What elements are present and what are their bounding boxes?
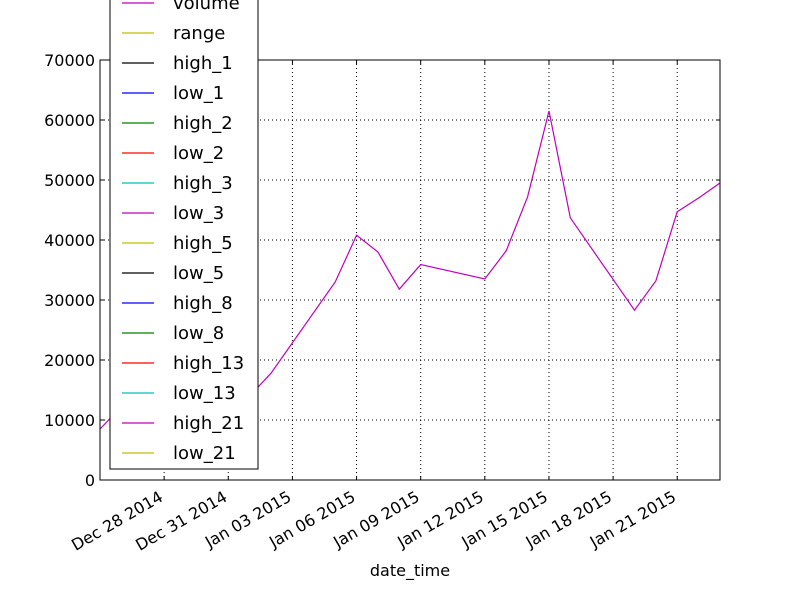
legend-label-high_5: high_5 [173,233,233,254]
y-tick-label: 0 [85,471,95,490]
legend-label-high_2: high_2 [173,113,233,134]
legend-label-high_1: high_1 [173,53,233,74]
legend-label-volume: volume [173,0,240,14]
legend-label-low_21: low_21 [173,443,236,464]
y-tick-label: 30000 [44,291,95,310]
y-tick-label: 70000 [44,51,95,70]
legend-label-low_8: low_8 [173,323,224,344]
legend-label-high_21: high_21 [173,413,244,434]
legend-label-high_3: high_3 [173,173,233,194]
x-axis-label: date_time [370,561,450,581]
legend-label-high_13: high_13 [173,353,244,374]
grid-lines [100,60,720,480]
legend-label-low_2: low_2 [173,143,224,164]
legend-label-high_8: high_8 [173,293,233,314]
legend-label-low_3: low_3 [173,203,224,224]
y-tick-label: 60000 [44,111,95,130]
y-tick-label: 20000 [44,351,95,370]
legend-label-range: range [173,23,225,44]
legend-label-low_1: low_1 [173,83,224,104]
y-tick-label: 40000 [44,231,95,250]
y-tick-label: 10000 [44,411,95,430]
legend-label-low_13: low_13 [173,383,236,404]
y-tick-label: 50000 [44,171,95,190]
legend-label-low_5: low_5 [173,263,224,284]
legend: volume range high_1 low_1 high_2 low_2 high_3l… [109,0,259,470]
legend-box [109,0,259,470]
y-axis-ticks: 0 10000 20000 30000 40000 50000 60000 70000 [44,51,720,490]
plot-frame [99,59,721,481]
